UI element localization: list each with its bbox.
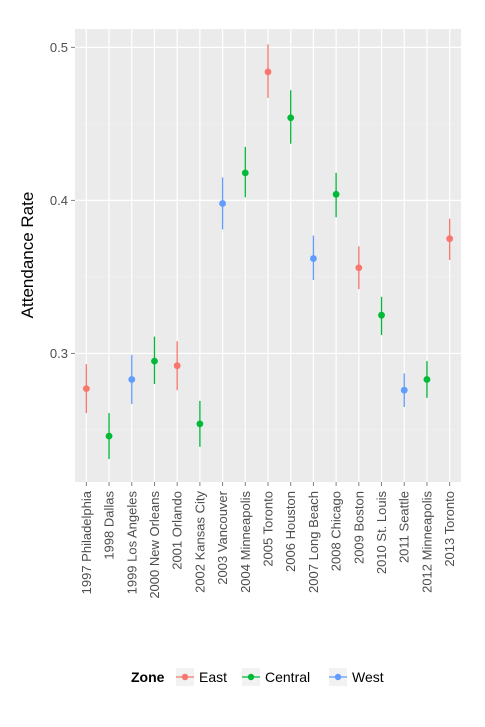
data-marks xyxy=(82,44,454,460)
x-tick-label: 2010 St. Louis xyxy=(374,491,389,575)
data-point xyxy=(287,114,295,122)
x-tick-label: 1997 Philadelphia xyxy=(79,490,94,594)
x-axis: 1997 Philadelphia 1998 Dallas 1999 Los Ang… xyxy=(79,482,457,599)
data-point xyxy=(82,385,90,393)
data-point xyxy=(151,357,158,365)
data-point xyxy=(219,200,226,207)
data-point xyxy=(128,376,136,383)
x-tick-label: 2002 Kansas City xyxy=(192,491,207,593)
x-tick-label: 2011 Seattle xyxy=(397,491,412,563)
x-tick-label: 1999 Los Angeles xyxy=(124,491,139,595)
y-tick-label: 0.5 xyxy=(50,40,68,55)
legend-item-east: East xyxy=(176,668,227,686)
x-tick-label: 2001 Orlando xyxy=(170,491,185,570)
data-point xyxy=(310,255,317,262)
data-point xyxy=(332,190,340,198)
y-tick-label: 0.3 xyxy=(50,346,68,361)
legend-label: Central xyxy=(265,669,310,685)
x-tick-label: 2004 Minneapolis xyxy=(238,491,253,593)
legend-item-west: West xyxy=(329,668,384,686)
data-point xyxy=(196,420,204,428)
x-tick-label: 1998 Dallas xyxy=(102,491,117,560)
y-tick-label: 0.4 xyxy=(50,193,68,208)
x-tick-label: 2006 Houston xyxy=(283,491,298,572)
data-point xyxy=(378,311,385,319)
major-gridlines xyxy=(75,29,461,482)
data-point xyxy=(264,68,272,76)
x-tick-label: 2005 Toronto xyxy=(261,491,276,567)
legend-key-point xyxy=(247,673,255,681)
data-point xyxy=(400,386,408,394)
data-point xyxy=(173,362,181,370)
legend-label: East xyxy=(199,669,227,685)
x-tick-label: 2008 Chicago xyxy=(329,491,344,571)
legend-item-central: Central xyxy=(242,668,310,686)
data-point xyxy=(241,169,249,177)
data-point xyxy=(355,264,363,272)
x-tick-label: 2007 Long Beach xyxy=(306,491,321,593)
legend-key-point xyxy=(334,673,342,681)
x-tick-label: 2012 Minneapolis xyxy=(419,491,434,593)
legend-label: West xyxy=(352,669,384,685)
data-point xyxy=(446,235,454,243)
data-point xyxy=(423,376,431,383)
x-tick-label: 2003 Vancouver xyxy=(215,490,230,584)
y-axis: 0.3 0.4 0.5 xyxy=(50,40,75,361)
legend: Zone East Central West xyxy=(131,668,384,686)
x-tick-label: 2009 Boston xyxy=(351,491,366,564)
legend-title: Zone xyxy=(131,669,165,685)
y-axis-label: Attendance Rate xyxy=(18,192,37,319)
x-tick-label: 2000 New Orleans xyxy=(147,491,162,599)
legend-key-point xyxy=(181,673,189,681)
x-tick-label: 2013 Toronto xyxy=(442,491,457,567)
data-point xyxy=(105,432,113,440)
